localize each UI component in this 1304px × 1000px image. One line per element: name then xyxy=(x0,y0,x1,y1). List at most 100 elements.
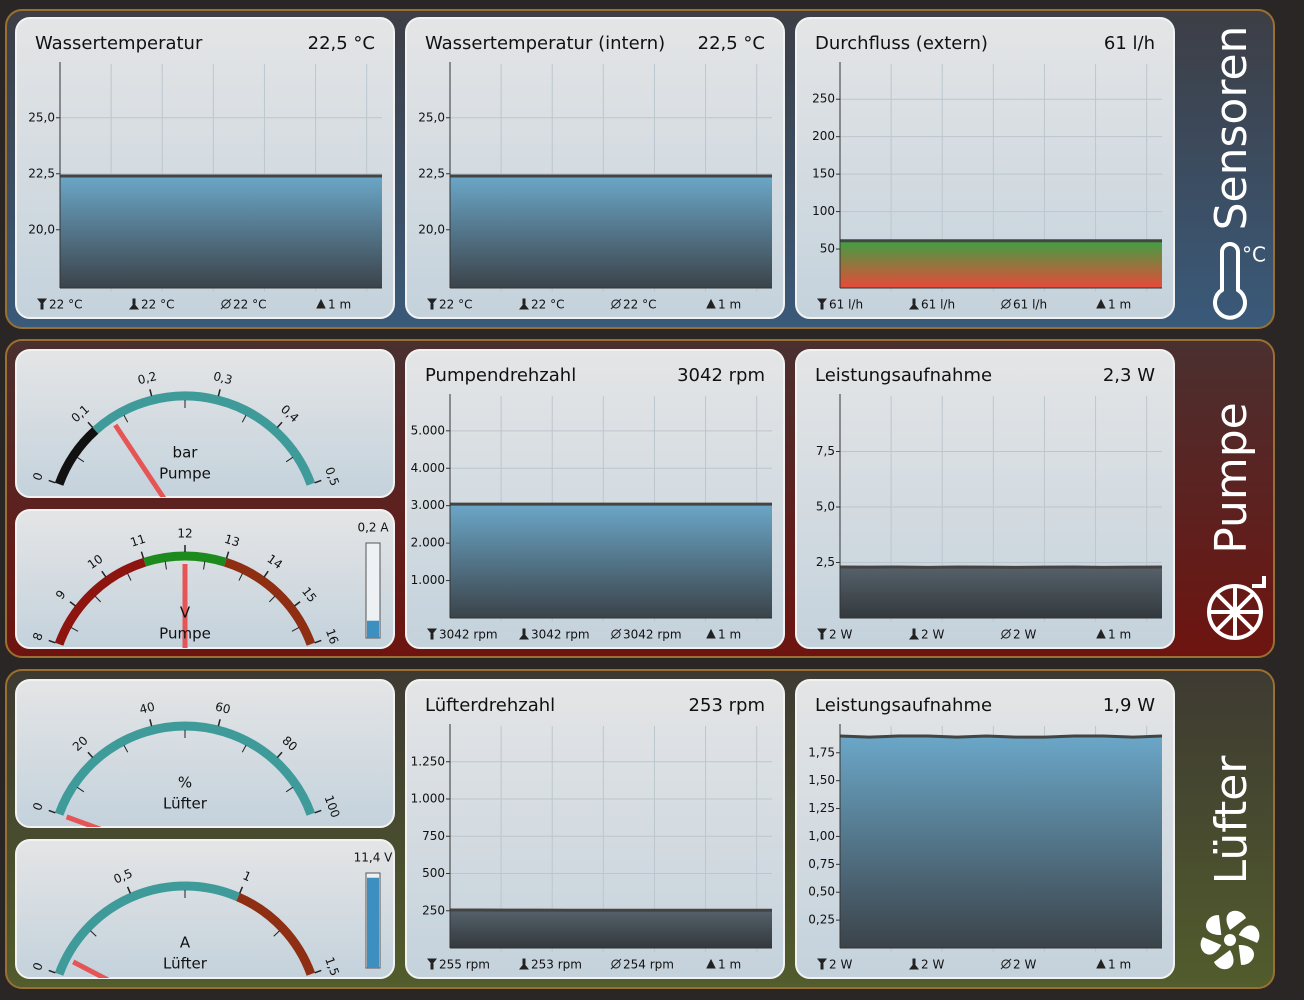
gauge-band xyxy=(236,892,316,976)
y-tick-label: 1,50 xyxy=(808,773,835,787)
gauge-tick xyxy=(69,601,76,607)
y-tick-label: 20,0 xyxy=(418,222,445,236)
gauge-tick-label: 60 xyxy=(214,700,232,717)
y-tick-label: 5,0 xyxy=(816,500,835,514)
panel-title: Leistungsaufnahme xyxy=(815,365,992,386)
stat-icon xyxy=(1000,298,1012,310)
stat: 22 °C xyxy=(141,298,174,312)
panel-reading: 253 rpm xyxy=(689,695,765,716)
gauge-unit: A xyxy=(180,934,191,952)
minor-tick xyxy=(241,744,247,753)
stat-icon xyxy=(128,298,140,310)
y-tick-label: 1,00 xyxy=(808,829,835,843)
y-tick-label: 200 xyxy=(812,129,835,143)
gauge-tick xyxy=(87,421,94,428)
gauge-unit: V xyxy=(180,604,191,622)
stat: 1 m xyxy=(1108,298,1131,312)
stat-icon xyxy=(1096,628,1106,639)
y-tick-label: 500 xyxy=(422,866,445,880)
stat-icon xyxy=(426,628,438,640)
panel-title: Lüfterdrehzahl xyxy=(425,695,555,716)
panel-reading: 22,5 °C xyxy=(308,33,375,54)
section-title: Sensoren xyxy=(1206,26,1257,231)
area xyxy=(450,910,772,948)
gauge-unit: bar xyxy=(173,444,199,462)
gauge-tick-label: 16 xyxy=(323,627,341,646)
y-tick-label: 100 xyxy=(812,204,835,218)
stat-icon xyxy=(36,298,48,310)
gauge-unit: % xyxy=(178,774,192,792)
gauge-tick-label: 13 xyxy=(223,532,242,550)
stat-icon xyxy=(908,958,920,970)
stat-icon xyxy=(1096,958,1106,969)
gauge-band xyxy=(223,557,316,646)
gauge-tick-label: 40 xyxy=(138,700,156,717)
stat: 61 l/h xyxy=(921,298,955,312)
side-label: 0,2 A xyxy=(357,521,389,535)
minor-tick xyxy=(285,456,294,463)
gauge-tick-label: 0,2 xyxy=(136,369,158,387)
gauge-label: Pumpe xyxy=(159,625,211,643)
stat: 254 rpm xyxy=(623,958,674,972)
section-title: Lüfter xyxy=(1206,755,1257,885)
panel-reading: 22,5 °C xyxy=(698,33,765,54)
gauge-tick xyxy=(314,639,322,644)
stat-icon xyxy=(610,298,622,310)
gauge-label: Lüfter xyxy=(163,955,208,973)
gauge-tick-label: 0,3 xyxy=(212,369,234,387)
fan-icon xyxy=(1200,910,1260,970)
gauge-tick xyxy=(238,886,244,894)
stat: 1 m xyxy=(718,958,741,972)
area xyxy=(840,240,1162,288)
thermometer-icon xyxy=(1213,242,1247,320)
unit-label: °C xyxy=(1242,243,1266,267)
stat: 22 °C xyxy=(623,298,656,312)
gauge-tick xyxy=(276,751,283,758)
area xyxy=(450,504,772,618)
panel-title: Leistungsaufnahme xyxy=(815,695,992,716)
stat: 2 W xyxy=(1013,958,1036,972)
gauge-tick xyxy=(217,389,221,397)
gauge-tick xyxy=(101,570,107,578)
minor-tick xyxy=(127,573,132,581)
panel-title: Wassertemperatur (intern) xyxy=(425,33,665,54)
gauge-tick-label: 11 xyxy=(129,532,148,550)
gauge-tick xyxy=(48,479,56,484)
stat: 1 m xyxy=(1108,958,1131,972)
y-tick-label: 20,0 xyxy=(28,222,55,236)
stat: 22 °C xyxy=(49,298,82,312)
stat: 2 W xyxy=(829,958,852,972)
area xyxy=(60,176,382,288)
y-tick-label: 0,75 xyxy=(808,857,835,871)
gauge-tick-label: 0 xyxy=(30,470,46,482)
y-tick-label: 25,0 xyxy=(418,110,445,124)
gauge-tick-label: 0,5 xyxy=(111,866,134,886)
gauge-band xyxy=(54,881,240,976)
minor-tick xyxy=(203,561,206,570)
stat: 255 rpm xyxy=(439,958,490,972)
gauge-tick xyxy=(217,719,221,727)
stat-icon xyxy=(816,298,828,310)
gauge-tick xyxy=(48,969,56,974)
stat-icon xyxy=(610,958,622,970)
minor-tick xyxy=(241,414,247,423)
gauge-label: Pumpe xyxy=(159,465,211,483)
pump-icon xyxy=(1207,576,1266,640)
stat: 253 rpm xyxy=(531,958,582,972)
minor-tick xyxy=(285,786,294,793)
y-tick-label: 7,5 xyxy=(816,444,835,458)
stat-icon xyxy=(518,298,530,310)
stat: 1 m xyxy=(1108,628,1131,642)
panel-reading: 2,3 W xyxy=(1103,365,1155,386)
stat-icon xyxy=(908,298,920,310)
y-tick-label: 1,75 xyxy=(808,745,835,759)
side-bar xyxy=(367,877,379,968)
minor-tick xyxy=(94,595,101,603)
y-tick-label: 1.000 xyxy=(411,573,445,587)
gauge-tick xyxy=(263,570,269,578)
section-title: Pumpe xyxy=(1206,402,1257,554)
gauge-tick xyxy=(48,639,56,644)
minor-tick xyxy=(291,627,300,632)
gauge-band xyxy=(54,557,147,646)
